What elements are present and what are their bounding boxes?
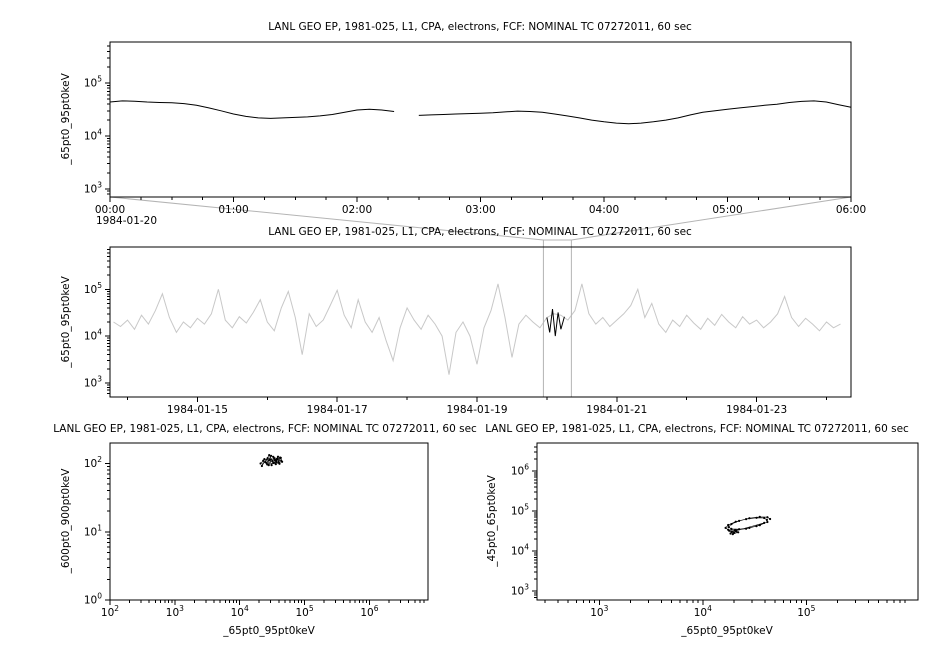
tick-label: 104: [231, 604, 249, 619]
axis-tick-labels: 103 104 105 103 104 105 106: [511, 462, 816, 619]
tick-label: 103: [84, 374, 102, 389]
panel2-ylabel: _65pt0_95pt0keV: [59, 276, 72, 368]
panel-p2: 1984-01-15 1984-01-17 1984-01-19 1984-01-21…: [84, 239, 852, 416]
panel4-ylabel: _45pt0_65pt0keV: [485, 475, 498, 567]
tick-label: 102: [84, 455, 102, 470]
tick-label: 1984-01-23: [726, 404, 787, 416]
tick-label: 02:00: [342, 204, 372, 216]
series-scatter-45-65keV-vs-65-95keV: [724, 515, 772, 536]
panel2-title: LANL GEO EP, 1981-025, L1, CPA, electron…: [268, 226, 692, 238]
plot-area-p4[interactable]: [537, 443, 918, 600]
tick-label: 04:00: [589, 204, 619, 216]
panel-p1: 00:00 01:00 02:00 03:00 04:00 05:00 06:00 103 10…: [84, 41, 866, 216]
tick-label: 104: [84, 127, 102, 142]
tick-label: 103: [511, 583, 529, 598]
tick-label: 102: [101, 604, 119, 619]
panel1-ylabel: _65pt0_95pt0keV: [59, 73, 72, 165]
panel3-xlabel: _65pt0_95pt0keV: [223, 625, 315, 637]
tick-label: 1984-01-21: [586, 404, 647, 416]
panel1-date-label: 1984-01-20: [96, 215, 158, 227]
tick-label: 05:00: [712, 204, 742, 216]
axis-frame: [109, 246, 852, 398]
axis-tick-labels: 00:00 01:00 02:00 03:00 04:00 05:00 06:00 103 10…: [84, 75, 866, 216]
tick-label: 103: [166, 604, 184, 619]
tick-label: 103: [590, 604, 608, 619]
panel3-title: LANL GEO EP, 1981-025, L1, CPA, electron…: [53, 423, 477, 435]
axis-tick-labels: 1984-01-15 1984-01-17 1984-01-19 1984-01-21…: [84, 281, 787, 416]
tick-label: 101: [84, 523, 102, 538]
panel-p4: 103 104 105 103 104 105 106: [511, 442, 919, 619]
tick-label: 104: [694, 604, 712, 619]
tick-label: 06:00: [836, 204, 866, 216]
tick-label: 100: [84, 592, 102, 607]
axis-frame: [109, 41, 852, 198]
panel-p3: 102 103 104 105 106 100 101 102: [84, 442, 429, 619]
plot-area-p3[interactable]: [110, 443, 428, 600]
tick-label: 1984-01-19: [446, 404, 507, 416]
tick-label: 106: [511, 462, 529, 477]
series-context-flux-65-95keV: [113, 283, 841, 375]
series-electron-flux-65-95keV: [109, 100, 852, 125]
series-scatter-600-900keV-vs-65-95keV: [259, 454, 284, 468]
tick-label: 103: [84, 180, 102, 195]
tick-label: 105: [84, 281, 102, 296]
tick-label: 105: [295, 604, 313, 619]
series-highlighted-interval-flux: [546, 308, 565, 337]
panel1-title: LANL GEO EP, 1981-025, L1, CPA, electron…: [268, 21, 692, 33]
panel3-ylabel: _600pt0_900pt0keV: [59, 468, 72, 574]
tick-label: 1984-01-15: [167, 404, 228, 416]
panel4-title: LANL GEO EP, 1981-025, L1, CPA, electron…: [485, 423, 909, 435]
zoom-connector-lines: [109, 196, 852, 241]
tick-label: 1984-01-17: [307, 404, 368, 416]
tick-label: 105: [84, 75, 102, 90]
axis-tick-labels: 102 103 104 105 106 100 101 102: [84, 455, 379, 619]
tick-label: 00:00: [95, 204, 125, 216]
panel4-xlabel: _65pt0_95pt0keV: [681, 625, 773, 637]
tick-label: 104: [84, 328, 102, 343]
tick-label: 03:00: [465, 204, 495, 216]
axis-frame: [536, 442, 919, 601]
tick-label: 105: [511, 503, 529, 518]
plot-area-p2[interactable]: [110, 247, 851, 397]
tick-label: 104: [511, 543, 529, 558]
tick-label: 01:00: [218, 204, 248, 216]
tick-label: 106: [360, 604, 378, 619]
axis-frame: [109, 442, 429, 601]
plot-area-p1[interactable]: [110, 42, 851, 197]
tick-label: 105: [797, 604, 815, 619]
